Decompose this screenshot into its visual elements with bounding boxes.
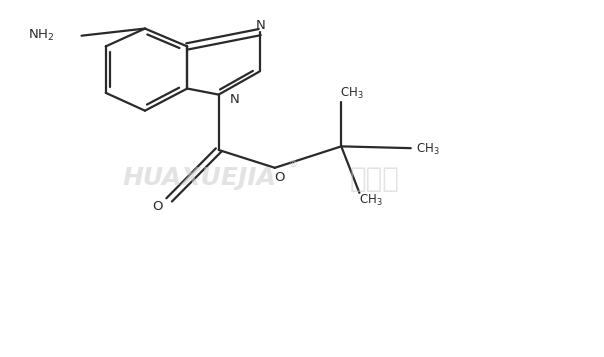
Text: O: O [153, 200, 163, 213]
Text: O: O [274, 171, 285, 183]
Text: CH$_3$: CH$_3$ [340, 86, 364, 101]
Text: HUAXUEJIA: HUAXUEJIA [123, 166, 276, 191]
Text: CH$_3$: CH$_3$ [359, 193, 383, 208]
Text: 化学加: 化学加 [350, 165, 399, 192]
Text: CH$_3$: CH$_3$ [416, 142, 440, 157]
Text: ®: ® [289, 160, 297, 169]
Text: NH$_2$: NH$_2$ [28, 28, 54, 43]
Text: N: N [230, 94, 239, 106]
Text: N: N [256, 19, 266, 32]
